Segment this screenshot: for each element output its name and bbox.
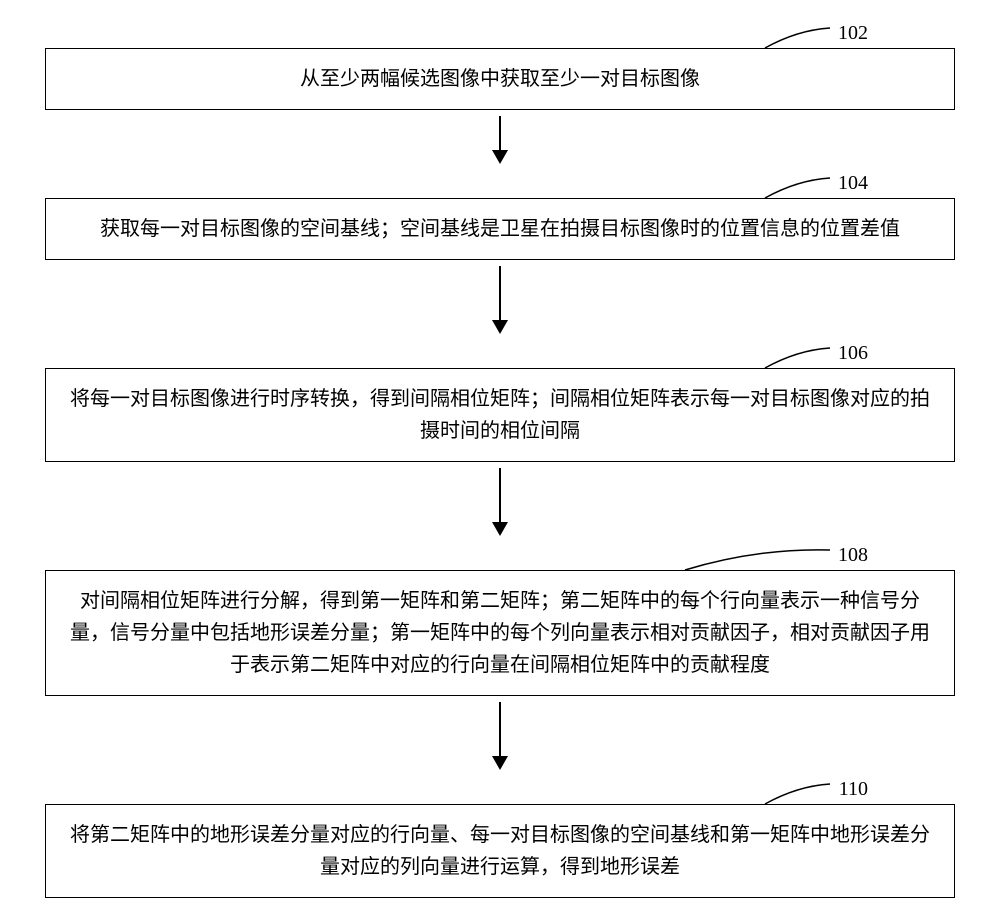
leader-line-106 (45, 340, 955, 370)
arrow-shaft (499, 702, 501, 756)
arrow-head-icon (492, 150, 508, 164)
step-box-102: 从至少两幅候选图像中获取至少一对目标图像 (45, 48, 955, 110)
step-108: 108对间隔相位矩阵进行分解，得到第一矩阵和第二矩阵；第二矩阵中的每个行向量表示… (45, 570, 955, 696)
leader-line-102 (45, 20, 955, 50)
arrow-after-102 (492, 116, 508, 164)
step-label-108: 108 (838, 544, 868, 567)
step-label-106: 106 (838, 342, 868, 365)
leader-line-110 (45, 776, 955, 806)
leader-line-108 (45, 542, 955, 572)
leader-line-104 (45, 170, 955, 200)
arrow-shaft (499, 468, 501, 522)
step-104: 104获取每一对目标图像的空间基线；空间基线是卫星在拍摄目标图像时的位置信息的位… (45, 198, 955, 260)
arrow-shaft (499, 116, 501, 150)
step-box-108: 对间隔相位矩阵进行分解，得到第一矩阵和第二矩阵；第二矩阵中的每个行向量表示一种信… (45, 570, 955, 696)
step-110: 110将第二矩阵中的地形误差分量对应的行向量、每一对目标图像的空间基线和第一矩阵… (45, 804, 955, 898)
step-box-106: 将每一对目标图像进行时序转换，得到间隔相位矩阵；间隔相位矩阵表示每一对目标图像对… (45, 368, 955, 462)
arrow-head-icon (492, 756, 508, 770)
step-box-104: 获取每一对目标图像的空间基线；空间基线是卫星在拍摄目标图像时的位置信息的位置差值 (45, 198, 955, 260)
step-label-104: 104 (838, 172, 868, 195)
arrow-after-104 (492, 266, 508, 334)
arrow-after-106 (492, 468, 508, 536)
step-102: 102从至少两幅候选图像中获取至少一对目标图像 (45, 48, 955, 110)
step-box-110: 将第二矩阵中的地形误差分量对应的行向量、每一对目标图像的空间基线和第一矩阵中地形… (45, 804, 955, 898)
arrow-head-icon (492, 522, 508, 536)
flowchart-container: 102从至少两幅候选图像中获取至少一对目标图像104获取每一对目标图像的空间基线… (0, 20, 1000, 898)
arrow-head-icon (492, 320, 508, 334)
arrow-after-108 (492, 702, 508, 770)
step-106: 106将每一对目标图像进行时序转换，得到间隔相位矩阵；间隔相位矩阵表示每一对目标… (45, 368, 955, 462)
arrow-shaft (499, 266, 501, 320)
step-label-102: 102 (838, 22, 868, 45)
step-label-110: 110 (839, 778, 868, 801)
